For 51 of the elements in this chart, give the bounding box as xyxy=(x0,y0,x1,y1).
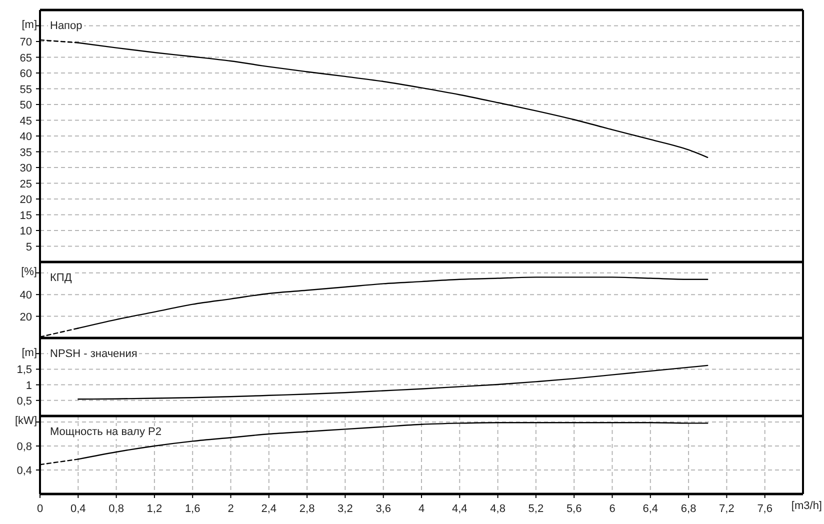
y-axis-title: [%] xyxy=(21,266,37,279)
y-tick-label: 60 xyxy=(20,68,32,80)
text: Напор xyxy=(48,20,84,33)
x-tick-label: 7,6 xyxy=(757,503,772,515)
y-tick-label: 55 xyxy=(20,84,32,96)
y-tick-label: 20 xyxy=(20,311,32,324)
y-tick-label: 0,4 xyxy=(16,465,32,477)
y-tick-label: 15 xyxy=(20,210,32,222)
y-tick-label: 65 xyxy=(20,52,32,64)
text: Мощность на валу P2 xyxy=(48,426,164,439)
y-tick-label: 70 xyxy=(20,36,32,48)
y-axis-title: [m] xyxy=(22,18,37,32)
y-tick-label: 1 xyxy=(26,380,32,392)
x-tick-label: 4,8 xyxy=(490,503,506,515)
y-tick-label: 5 xyxy=(26,241,32,254)
y-axis-title: [m] xyxy=(22,346,37,360)
x-tick-label: 5,6 xyxy=(566,503,582,515)
y-tick-label: 30 xyxy=(20,162,32,174)
x-tick-label: 3,6 xyxy=(376,503,391,515)
x-tick-label: 1,6 xyxy=(184,503,200,515)
y-tick-label: 50 xyxy=(20,100,32,112)
x-tick-label: 6,4 xyxy=(642,503,658,515)
y-tick-label: 25 xyxy=(20,178,32,190)
x-tick-label: 3,2 xyxy=(338,503,353,515)
x-tick-label: 5,2 xyxy=(528,503,544,515)
x-tick-label: 7,2 xyxy=(719,503,734,515)
x-tick-label: 2,8 xyxy=(299,503,315,515)
y-tick-label: 10 xyxy=(20,226,32,238)
x-tick-label: 6 xyxy=(609,503,616,515)
x-axis-title: [m3/h] xyxy=(791,500,822,513)
y-tick-label: 45 xyxy=(20,115,32,128)
y-tick-label: 35 xyxy=(20,146,32,159)
x-tick-label: 0,4 xyxy=(70,503,86,515)
x-tick-label: 2,4 xyxy=(261,503,277,515)
y-tick-label: 40 xyxy=(20,290,32,302)
y-tick-label: 20 xyxy=(20,194,32,206)
x-tick-label: 1,2 xyxy=(146,503,162,515)
x-tick-label: 4,4 xyxy=(452,503,468,515)
y-tick-label: 0,5 xyxy=(16,395,32,408)
x-tick-label: 2 xyxy=(228,503,234,515)
x-tick-label: 4 xyxy=(418,503,425,515)
y-tick-label: 1,5 xyxy=(16,364,32,376)
x-tick-label: 0 xyxy=(36,503,44,515)
x-tick-label: 0,8 xyxy=(108,503,124,515)
text: КПД xyxy=(48,272,74,285)
y-tick-label: 0,8 xyxy=(16,441,32,453)
x-tick-label: 6,8 xyxy=(680,503,696,515)
text: NPSH - значения xyxy=(48,348,140,361)
y-axis-title: [kW] xyxy=(15,415,37,428)
y-tick-label: 40 xyxy=(20,131,32,143)
line-series xyxy=(78,364,708,400)
